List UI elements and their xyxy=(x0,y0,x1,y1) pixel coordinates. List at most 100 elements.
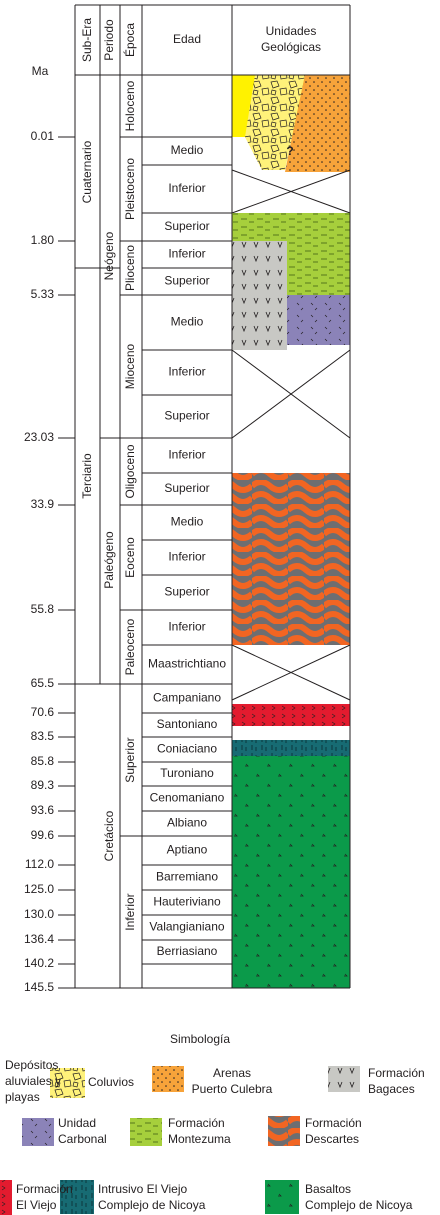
label: Superior xyxy=(164,481,209,495)
label: Unidad xyxy=(58,1116,96,1130)
label: Arenas xyxy=(213,1066,251,1080)
label: 65.5 xyxy=(31,676,55,690)
legend-swatch xyxy=(268,1116,300,1146)
label: 140.2 xyxy=(24,956,54,970)
label: Inferior xyxy=(168,365,205,379)
label: Simbología xyxy=(170,1032,230,1046)
legend-swatch xyxy=(130,1118,162,1146)
label: Inferior xyxy=(123,893,137,930)
label: Medio xyxy=(171,315,204,329)
label: Periodo xyxy=(102,19,116,61)
legend-swatch xyxy=(22,1118,54,1146)
label: Superior xyxy=(164,585,209,599)
label: 125.0 xyxy=(24,882,54,896)
label: Cretácico xyxy=(102,810,116,861)
label: Eoceno xyxy=(123,537,137,578)
label: Complejo de Nicoya xyxy=(305,1198,413,1212)
label: Oligoceno xyxy=(123,444,137,498)
label: 1.80 xyxy=(31,233,55,247)
label: Carbonal xyxy=(58,1132,107,1146)
label: Maastrichtiano xyxy=(148,657,226,671)
label: Coniaciano xyxy=(157,742,217,756)
label: Paleoceno xyxy=(123,618,137,675)
label: 89.3 xyxy=(31,778,55,792)
label: aluviales y xyxy=(5,1074,61,1088)
legend-swatch xyxy=(265,1180,299,1214)
label: 99.6 xyxy=(31,828,55,842)
unit-el-viejo xyxy=(232,704,350,726)
label: 112.0 xyxy=(25,857,54,871)
label: Terciario xyxy=(80,453,94,499)
label: 23.03 xyxy=(24,430,54,444)
label: Medio xyxy=(171,143,204,157)
label: Cenomaniano xyxy=(150,791,225,805)
unit-bagaces xyxy=(232,241,287,350)
label: Época xyxy=(122,23,137,57)
unit-descartes xyxy=(232,473,350,645)
label: 136.4 xyxy=(24,932,54,946)
label: Complejo de Nicoya xyxy=(98,1198,206,1212)
label: Hauteriviano xyxy=(153,895,221,909)
label: 130.0 xyxy=(24,907,54,921)
label: Barremiano xyxy=(156,870,218,884)
label: Medio xyxy=(171,515,204,529)
label: 83.5 xyxy=(31,729,55,743)
label: Mioceno xyxy=(123,343,137,389)
stratigraphic-column: ?MaSub-EraPeriodoÉpocaEdadUnidadesGeológ… xyxy=(0,0,440,1215)
label: Unidades xyxy=(266,24,317,38)
label: Cuaternario xyxy=(80,140,94,203)
label: Turoniano xyxy=(160,766,214,780)
label: Campaniano xyxy=(153,691,221,705)
label: Basaltos xyxy=(305,1182,351,1196)
label: Superior xyxy=(164,274,209,288)
label: 55.8 xyxy=(31,602,55,616)
unit-basaltos xyxy=(232,740,350,988)
label: Bagaces xyxy=(368,1082,415,1096)
unit-intrusivo xyxy=(232,740,350,756)
page: ?MaSub-EraPeriodoÉpocaEdadUnidadesGeológ… xyxy=(0,0,440,1215)
label: Intrusivo El Viejo xyxy=(98,1182,187,1196)
label: Ma xyxy=(32,64,49,78)
label: 70.6 xyxy=(31,705,55,719)
label: 145.5 xyxy=(24,980,54,994)
label: Descartes xyxy=(305,1132,359,1146)
label: Paleógeno xyxy=(102,531,116,589)
legend-swatch xyxy=(152,1066,184,1092)
label: playas xyxy=(5,1090,40,1104)
label: Aptiano xyxy=(167,843,208,857)
unit-carbonal xyxy=(287,295,350,345)
legend-swatch xyxy=(0,1180,12,1215)
label: Formación xyxy=(168,1116,225,1130)
label: 85.8 xyxy=(31,754,55,768)
label: Superior xyxy=(123,737,137,782)
label: Albiano xyxy=(167,816,207,830)
label: 5.33 xyxy=(31,287,55,301)
label: 93.6 xyxy=(31,803,55,817)
label: Inferior xyxy=(168,550,205,564)
label: Inferior xyxy=(168,620,205,634)
label: Holoceno xyxy=(123,80,137,131)
label: Superior xyxy=(164,219,209,233)
label: Inferior xyxy=(168,181,205,195)
label: Valangianiano xyxy=(149,920,225,934)
legend-swatch xyxy=(328,1066,360,1092)
label: Sub-Era xyxy=(80,18,94,62)
label: 0.01 xyxy=(31,129,55,143)
label: Puerto Culebra xyxy=(192,1082,273,1096)
label: El Viejo xyxy=(16,1198,57,1212)
label: Formación xyxy=(368,1066,425,1080)
label: Coluvios xyxy=(88,1075,134,1089)
label: 33.9 xyxy=(31,497,55,511)
label: Superior xyxy=(164,409,209,423)
label: Formación xyxy=(305,1116,362,1130)
label: Edad xyxy=(173,32,201,46)
label: Geológicas xyxy=(261,40,321,54)
label: Neógeno xyxy=(102,231,116,280)
label: Inferior xyxy=(168,448,205,462)
label: Formación xyxy=(16,1182,73,1196)
label: Santoniano xyxy=(157,717,218,731)
label: Depósitos xyxy=(5,1058,58,1072)
label: Pleistoceno xyxy=(123,158,137,220)
label: Inferior xyxy=(168,247,205,261)
label: Berriasiano xyxy=(157,944,218,958)
